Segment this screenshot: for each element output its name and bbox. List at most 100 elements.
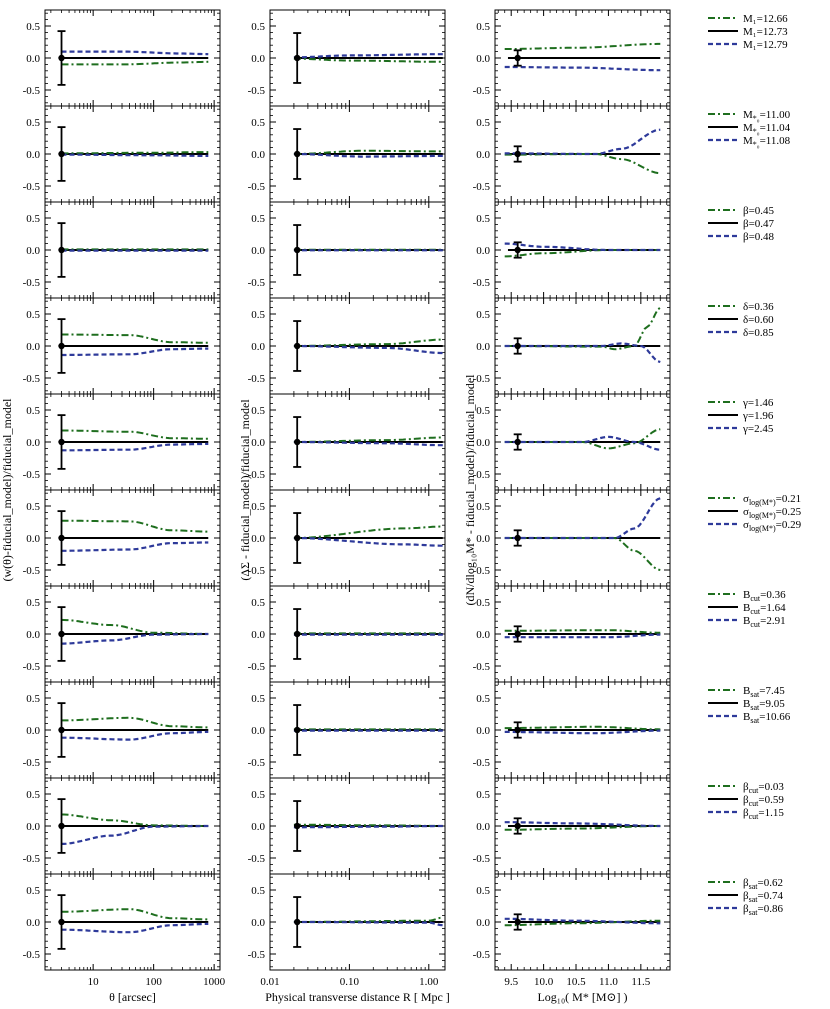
series-low-line [504, 42, 661, 50]
data-point [58, 438, 65, 446]
y-tick-label: 0.0 [476, 149, 490, 161]
y-tick-label: -0.5 [473, 85, 491, 97]
y-axis-label: (dN/dlog₁₀M* - fiducial_model)/fiducial_… [463, 374, 477, 606]
series-low-line [504, 537, 661, 571]
series-low-line [293, 149, 443, 155]
y-tick-label: 0.5 [476, 693, 490, 705]
series-high-line [504, 729, 661, 735]
legend-label: M₁=12.66 [743, 13, 788, 25]
series-high-line [504, 342, 661, 364]
legend: M*₀=11.00M*₀=11.04M*₀=11.08 [708, 109, 791, 149]
x-tick-label: 10.0 [534, 976, 554, 988]
y-tick-label: 0.5 [476, 21, 490, 33]
series-high-line [61, 153, 209, 157]
y-tick-label: 0.5 [476, 789, 490, 801]
y-tick-label: -0.5 [473, 277, 491, 289]
series-high-line [504, 435, 661, 451]
legend-label: β=0.48 [743, 231, 775, 243]
legend-label: Bsat=9.05 [743, 698, 785, 712]
x-tick-label: 100 [145, 976, 162, 988]
panel: 0.5 0.0 -0.5 [248, 777, 446, 875]
y-tick-label: -0.5 [23, 85, 41, 97]
legend-label: M₁=12.79 [743, 39, 788, 51]
y-tick-label: 0.0 [476, 245, 490, 257]
x-axis-label: Physical transverse distance R [ Mpc ] [265, 990, 450, 1004]
y-tick-label: 0.0 [251, 149, 265, 161]
data-point [514, 918, 521, 926]
x-tick-label: 0.10 [340, 976, 360, 988]
series-low-line [61, 151, 209, 155]
y-tick-label: 0.5 [251, 405, 265, 417]
y-tick-label: -0.5 [23, 949, 41, 961]
y-tick-label: -0.5 [473, 373, 491, 385]
series-high-line [61, 922, 209, 934]
data-point [293, 726, 301, 734]
legend-label: β=0.47 [743, 218, 775, 230]
y-tick-label: -0.5 [248, 757, 266, 769]
legend-label: δ=0.36 [743, 301, 774, 313]
panel: 0.5 0.0 -0.5 [23, 489, 221, 587]
data-point [514, 246, 521, 254]
series-high-line [61, 730, 209, 741]
series-high-line [61, 632, 209, 645]
legend-label: βcut=1.15 [743, 807, 784, 821]
series-low-line [61, 908, 209, 921]
data-point [293, 918, 301, 926]
y-tick-label: 0.0 [26, 149, 40, 161]
x-tick-label: 10.5 [566, 976, 586, 988]
series-low-line [504, 428, 661, 450]
y-tick-label: 0.0 [476, 725, 490, 737]
legend-label: δ=0.60 [743, 314, 774, 326]
series-high-line [293, 920, 443, 927]
data-point [58, 246, 65, 254]
data-point [514, 54, 521, 62]
x-axis-label: θ [arcsec] [109, 990, 156, 1004]
series-low-line [61, 716, 209, 729]
series-high-line [61, 50, 209, 56]
series-high-line [504, 917, 661, 925]
panel: 0.5 0.0 -0.5 [473, 873, 671, 971]
y-tick-label: 0.5 [26, 309, 40, 321]
y-tick-label: 0.0 [476, 629, 490, 641]
y-tick-label: -0.5 [23, 373, 41, 385]
series-low-line [504, 249, 661, 258]
legend-label: Bsat=10.66 [743, 711, 791, 725]
y-tick-label: -0.5 [248, 277, 266, 289]
y-tick-label: -0.5 [473, 949, 491, 961]
data-point [58, 150, 65, 158]
y-tick-label: 0.0 [251, 725, 265, 737]
y-tick-label: 0.0 [251, 821, 265, 833]
y-tick-label: -0.5 [248, 85, 266, 97]
panel: 0.5 0.0 -0.5 [473, 777, 671, 875]
x-tick-label: 9.5 [504, 976, 518, 988]
y-tick-label: 0.0 [476, 341, 490, 353]
legend-label: M*₀=11.08 [743, 135, 791, 149]
series-high-line [504, 65, 661, 72]
data-point [58, 822, 65, 830]
data-point [293, 534, 301, 542]
y-tick-label: 0.5 [476, 885, 490, 897]
legend-label: βsat=0.62 [743, 877, 783, 891]
y-tick-label: 0.0 [26, 725, 40, 737]
panel: 0.5 0.0 -0.5 [473, 9, 671, 107]
panel: 0.5 0.0 -0.5 [248, 585, 446, 683]
series-high-line [504, 633, 661, 639]
data-point [293, 630, 301, 638]
panel: 0.5 0.0 -0.5 [473, 489, 671, 587]
y-tick-label: -0.5 [248, 565, 266, 577]
panel: 0.5 0.0 -0.5 [248, 201, 446, 299]
y-tick-label: 0.0 [251, 533, 265, 545]
legend: δ=0.36δ=0.60δ=0.85 [708, 301, 774, 339]
series-low-line [293, 436, 443, 443]
y-tick-label: -0.5 [23, 661, 41, 673]
panel: 0.5 0.0 -0.5 [473, 585, 671, 683]
legend-label: βcut=0.59 [743, 794, 784, 808]
y-tick-label: 0.0 [251, 917, 265, 929]
y-tick-label: 0.5 [26, 117, 40, 129]
legend-label: Bcut=1.64 [743, 602, 786, 616]
data-point [293, 150, 301, 158]
panel: 0.5 0.0 -0.5 [23, 393, 221, 491]
